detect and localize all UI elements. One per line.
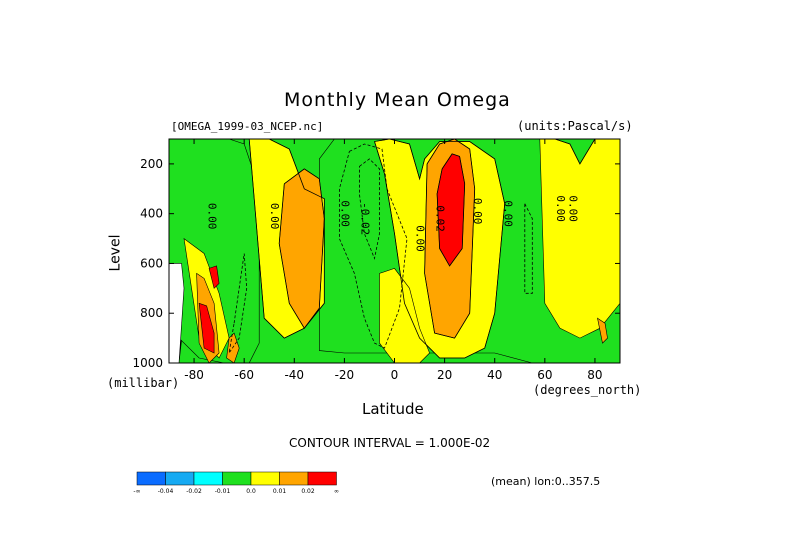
contour-fill-regions	[169, 139, 620, 363]
legend-end-label: ∞	[334, 488, 339, 495]
legend-swatch	[250, 471, 280, 486]
solid-contour-3	[248, 139, 325, 339]
color-legend: -∞ -0.04 -0.02 -0.01 0.0 0.01 0.02 ∞	[133, 471, 339, 495]
solid-contour-2	[436, 153, 466, 267]
legend-label: -∞	[133, 488, 140, 495]
x-tick-label: -40	[284, 368, 304, 382]
y-axis-units: (millibar)	[107, 376, 180, 390]
x-axis-units: (degrees_north)	[533, 383, 642, 397]
dashed-contour-3	[228, 253, 248, 354]
x-tick-label: 40	[487, 368, 502, 382]
contour-label-7: 0.00	[501, 200, 514, 227]
dataset-label: [OMEGA_1999-03_NCEP.nc]	[171, 120, 324, 133]
x-tick-label: -60	[234, 368, 254, 382]
region-yellow-14	[539, 139, 620, 339]
contour-label-3: -0.02	[358, 202, 371, 235]
legend-swatch	[193, 471, 223, 486]
x-axis-label: Latitude	[362, 400, 424, 418]
legend-label: -0.01	[215, 488, 231, 495]
legend-label: 0.0	[246, 488, 256, 495]
region-red-22	[198, 302, 215, 354]
dashed-contour-2	[524, 203, 533, 294]
contour-labels: 0.00 0.00 0.00 -0.020.000.02 0.00 0.00 0.00 0.0…	[206, 195, 580, 251]
contour-label-4: 0.00	[414, 225, 427, 252]
legend-swatch	[165, 471, 195, 486]
x-tick-label: 0	[391, 368, 399, 382]
y-tick-label: 200	[140, 157, 163, 171]
y-tick-label: 600	[140, 256, 163, 270]
region-white-24	[169, 263, 185, 363]
solid-contour-5	[374, 139, 506, 359]
y-tick-label: 1000	[132, 356, 163, 370]
chart-title: Monthly Mean Omega	[284, 89, 511, 111]
contour-label-0: 0.00	[206, 203, 219, 230]
region-orange-20	[597, 317, 608, 344]
legend-label: 0.02	[301, 488, 315, 495]
x-tick-label: -20	[335, 368, 355, 382]
y-axis-ticks: 200 400 600 800 1000	[132, 157, 620, 370]
contour-label-1: 0.00	[268, 203, 281, 230]
region-yellow-13	[379, 268, 430, 363]
units-label: (units:Pascal/s)	[517, 119, 633, 133]
contour-lines	[228, 139, 620, 359]
contour-label-5: 0.02	[434, 205, 447, 232]
solid-contour-0	[278, 168, 325, 329]
x-axis-ticks: -80 -60 -40 -20 0 20 40 60 80	[184, 139, 603, 382]
legend-label: -0.02	[186, 488, 202, 495]
y-axis-label: Level	[107, 234, 124, 272]
solid-contour-4	[539, 139, 620, 165]
legend-swatch	[222, 471, 252, 486]
y-tick-label: 800	[140, 306, 163, 320]
contour-interval-label: CONTOUR INTERVAL = 1.000E-02	[289, 436, 491, 450]
y-tick-label: 400	[140, 207, 163, 221]
dashed-contour-0	[338, 143, 408, 349]
legend-swatch	[136, 471, 166, 486]
contour-label-6: 0.00	[471, 198, 484, 225]
legend-swatch	[307, 471, 337, 486]
averaging-label: (mean) lon:0..357.5	[491, 475, 601, 488]
x-tick-label: 20	[437, 368, 452, 382]
legend-label: -0.04	[158, 488, 174, 495]
dashed-contour-1	[358, 158, 380, 260]
x-tick-label: 80	[587, 368, 602, 382]
x-tick-label: 60	[537, 368, 552, 382]
contour-label-8: 0.00	[554, 195, 567, 222]
contour-label-2: 0.00	[338, 200, 351, 227]
contour-label-9: 0.00	[566, 195, 579, 222]
region-red-23	[208, 265, 220, 289]
legend-swatch	[279, 471, 309, 486]
legend-label: 0.01	[273, 488, 287, 495]
x-tick-label: -80	[184, 368, 204, 382]
